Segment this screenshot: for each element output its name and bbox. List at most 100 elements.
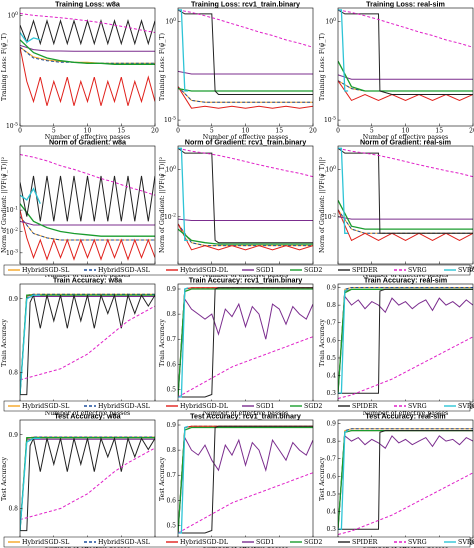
legend-label: HybridSGD-DL <box>180 403 229 410</box>
legend-item-sgd2: SGD2 <box>290 267 322 274</box>
y-tick-label: 0.5 <box>326 355 336 362</box>
series-line-svrg <box>338 9 473 48</box>
subplot-title: Train Accuracy: w8a <box>53 276 123 285</box>
y-tick-label: 10-2 <box>6 227 18 236</box>
series-line-svrg- <box>20 187 41 204</box>
series-line-hybridsgd-dl <box>20 47 155 106</box>
y-axis-label: Train Accuracy <box>159 319 166 367</box>
series-line-sgd2 <box>20 203 155 237</box>
y-tick-label: 0.8 <box>166 447 176 454</box>
series-line-hybridsgd-asl <box>20 293 155 395</box>
series-line-sgd2 <box>338 199 473 230</box>
series-line-hybridsgd-sl <box>178 86 313 103</box>
x-tick-label: 5 <box>52 128 56 135</box>
subplot-title: Test Accuracy: w8a <box>54 412 121 421</box>
y-tick-label: 10-5 <box>324 116 336 125</box>
x-tick-label: 15 <box>117 128 125 135</box>
series-line-svrg <box>178 336 313 398</box>
series-line-svrg- <box>178 425 189 534</box>
legend-label: HybridSGD-ASL <box>98 267 151 274</box>
series-line-sgd1 <box>178 435 313 534</box>
subplot-title: Test Accuracy: rcv1_train.binary <box>190 412 301 421</box>
y-tick-label: 0.8 <box>326 438 336 445</box>
series-group <box>338 428 473 535</box>
plot-area <box>20 284 155 402</box>
y-tick-label: 100 <box>165 165 176 174</box>
x-tick-label: 10 <box>402 128 410 135</box>
y-tick-label: 0.9 <box>8 432 18 439</box>
series-line-svrg- <box>20 294 41 395</box>
legend-label: SGD2 <box>304 267 322 274</box>
legend-box <box>3 536 471 548</box>
x-tick-label: 5 <box>370 128 374 135</box>
y-tick-label: 0.7 <box>166 336 176 343</box>
series-line-hybridsgd-dl <box>338 209 473 242</box>
plot-area <box>178 8 313 126</box>
y-tick-label: 0.9 <box>166 286 176 293</box>
legend-item-hybridsgd-asl: HybridSGD-ASL <box>84 267 151 274</box>
legend-label: HybridSGD-DL <box>180 267 229 274</box>
series-line-spider <box>20 293 155 396</box>
subplot-2: 0 5 10 15 20 100 10-5 Training Loss: rcv1_train… <box>159 0 317 141</box>
legend-item-sgd2: SGD2 <box>290 539 322 546</box>
y-tick-label: 0.6 <box>166 361 176 368</box>
series-line-svrg <box>338 472 473 535</box>
legend-item-hybridsgd-sl: HybridSGD-SL <box>8 403 70 410</box>
y-tick-label: 0.9 <box>8 296 18 303</box>
series-line-sgd1 <box>20 44 155 52</box>
series-group <box>20 154 155 261</box>
y-tick-label: 0.6 <box>166 497 176 504</box>
legend-item-hybridsgd-sl: HybridSGD-SL <box>8 267 70 274</box>
series-line-sgd2 <box>178 228 313 245</box>
series-group <box>20 436 155 532</box>
legend-item-spider: SPIDER <box>338 539 378 546</box>
y-tick-label: 0.4 <box>326 509 336 516</box>
x-axis-label: Number of effective passes <box>363 272 448 279</box>
x-axis-label: Number of effective passes <box>45 272 130 279</box>
x-tick-label: 0 <box>176 128 180 135</box>
y-tick-label: 0.9 <box>326 285 336 292</box>
series-line-hybridsgd-asl <box>338 428 473 530</box>
plot-area <box>178 284 313 402</box>
series-group <box>20 12 155 106</box>
series-group <box>338 147 473 242</box>
series-line-svrg <box>20 154 155 196</box>
legend-label: HybridSGD-SL <box>22 267 70 274</box>
series-line-svrg <box>338 147 473 178</box>
subplot-title: Training Loss: real-sim <box>366 0 445 9</box>
y-axis-label: Training Loss: F(ψ̃_T) <box>319 33 326 101</box>
series-group <box>178 425 313 534</box>
series-line-sgd1 <box>338 434 473 530</box>
y-axis-label: Norm of Gradient: ||∇F(ψ̃_T)||² <box>319 157 326 253</box>
subplot-title: Norm of Gradient: rcv1_train.binary <box>185 138 306 147</box>
series-line-spider <box>178 287 313 398</box>
series-line-svrg- <box>178 9 189 92</box>
legend-label: SGD2 <box>304 539 322 546</box>
series-group <box>338 9 473 102</box>
series-group <box>178 9 313 109</box>
x-axis-label: Number of effective passes <box>363 134 448 141</box>
x-tick-label: 20 <box>469 404 474 411</box>
legend-item-hybridsgd-asl: HybridSGD-ASL <box>84 539 151 546</box>
legend-label: HybridSGD-SL <box>22 539 70 546</box>
x-axis-label: Number of effective passes <box>363 410 448 417</box>
plot-area <box>338 284 473 402</box>
legend-row-1: HybridSGD-SL HybridSGD-ASL HybridSGD-DL SGD… <box>3 264 474 276</box>
series-group <box>20 293 155 396</box>
series-line-spider <box>20 436 155 532</box>
series-line-svrg <box>178 9 313 48</box>
subplot-1: 0 5 10 15 20 100 10-5 Training Loss: w8a Number … <box>1 0 159 141</box>
series-line-sgd1 <box>338 294 473 394</box>
legend-label: SVRG+ <box>458 403 474 410</box>
y-axis-label: Norm of Gradient: ||∇F(ψ̃_T)||² <box>1 157 8 253</box>
legend-item-svrg: SVRG <box>394 267 427 274</box>
y-axis-label: Training Loss: F(ψ̃_T) <box>1 33 8 101</box>
y-tick-label: 100 <box>325 165 336 174</box>
y-tick-label: 0.9 <box>326 421 336 428</box>
